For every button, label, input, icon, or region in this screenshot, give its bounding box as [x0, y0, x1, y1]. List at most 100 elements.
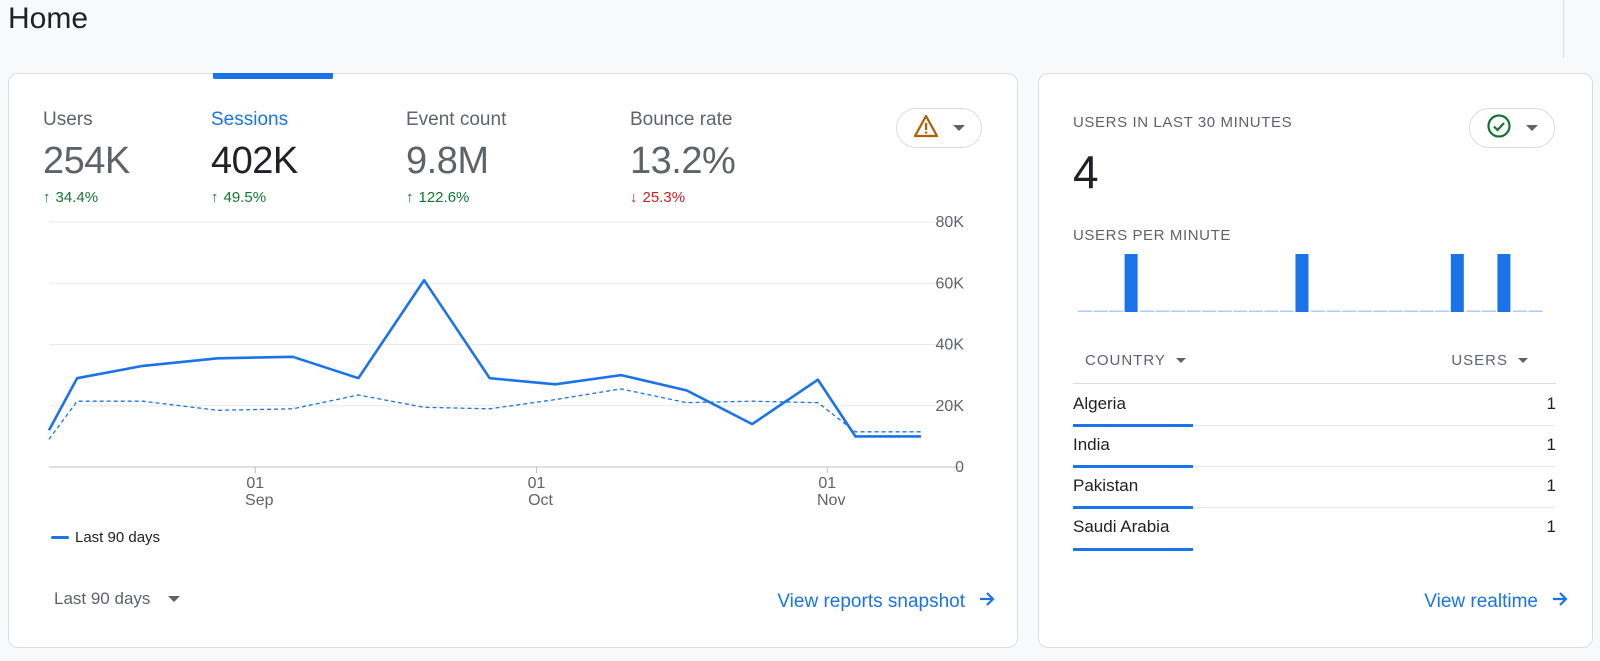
minute-bar	[1404, 310, 1419, 312]
y-tick-label: 40K	[936, 337, 965, 354]
minute-bar	[1155, 310, 1170, 312]
minute-bar	[1342, 310, 1357, 312]
minute-bar	[1450, 254, 1464, 312]
metric-label: Event count	[406, 109, 507, 130]
x-tick-day: 01	[528, 475, 546, 492]
metric-value: 254K	[43, 140, 130, 182]
minute-bar	[1109, 310, 1124, 312]
minute-bar	[1528, 310, 1543, 312]
sort-country-button[interactable]: COUNTRY	[1085, 352, 1186, 369]
country-name: Algeria	[1073, 394, 1126, 413]
arrow-down-icon: ↓	[630, 189, 638, 206]
minute-bar	[1279, 310, 1294, 312]
y-tick-label: 80K	[936, 214, 965, 231]
table-row: Pakistan 1	[1073, 467, 1556, 509]
table-row: Algeria 1	[1073, 385, 1556, 427]
minute-bar	[1186, 310, 1201, 312]
y-tick-label: 20K	[936, 398, 965, 415]
date-range-dropdown[interactable]: Last 90 days	[54, 589, 181, 609]
metric-change: ↑ 122.6%	[406, 188, 506, 208]
metric-change-value: 25.3%	[642, 189, 686, 206]
x-tick-month: Nov	[817, 492, 845, 509]
metric-bounce-rate[interactable]: Bounce rate 13.2% ↓ 25.3%	[630, 108, 736, 208]
users-per-minute-heading: USERS PER MINUTE	[1073, 227, 1231, 244]
minute-bar	[1171, 310, 1186, 312]
page-title: Home	[8, 2, 89, 35]
insights-alert-button[interactable]	[896, 108, 982, 148]
metric-value: 9.8M	[406, 140, 489, 182]
x-tick-month: Sep	[245, 492, 274, 509]
metric-value: 13.2%	[630, 140, 736, 182]
y-tick-label: 60K	[936, 275, 965, 292]
column-header-country: COUNTRY	[1085, 352, 1166, 369]
legend-swatch	[51, 536, 69, 539]
minute-bar	[1140, 310, 1155, 312]
minute-bar	[1264, 310, 1279, 312]
row-share-bar	[1073, 506, 1193, 509]
country-users: 1	[1546, 435, 1556, 454]
x-tick-month: Oct	[528, 492, 553, 509]
metric-event-count[interactable]: Event count 9.8M ↑ 122.6%	[406, 108, 506, 208]
metric-sessions[interactable]: Sessions 402K ↑ 49.5%	[211, 108, 298, 208]
current-series-line	[47, 278, 921, 438]
minute-bar	[1217, 310, 1232, 312]
minute-bar	[1497, 254, 1511, 312]
minute-bar	[1419, 310, 1434, 312]
minute-bar	[1295, 254, 1309, 312]
metric-label: Users	[43, 109, 93, 130]
minute-bar	[1435, 310, 1450, 312]
metric-change: ↑ 49.5%	[211, 188, 298, 208]
date-range-label: Last 90 days	[54, 589, 151, 608]
country-users: 1	[1546, 394, 1556, 413]
country-name: Saudi Arabia	[1073, 517, 1170, 536]
metric-users[interactable]: Users 254K ↑ 34.4%	[43, 108, 130, 208]
country-table-header: COUNTRY USERS	[1073, 344, 1556, 384]
users-per-minute-bar-chart	[1078, 254, 1543, 312]
metric-label: Bounce rate	[630, 109, 733, 130]
y-tick-label: 0	[955, 459, 964, 476]
minute-bar	[1124, 254, 1138, 312]
metric-change-value: 49.5%	[223, 189, 267, 206]
metric-label: Sessions	[211, 109, 289, 130]
check-circle-icon	[1486, 113, 1512, 144]
view-realtime-link[interactable]: View realtime	[1424, 589, 1570, 615]
link-label: View reports snapshot	[777, 591, 965, 612]
country-users: 1	[1546, 476, 1556, 495]
view-reports-snapshot-link[interactable]: View reports snapshot	[777, 589, 997, 615]
chevron-down-icon	[1175, 358, 1186, 363]
legend-label: Last 90 days	[75, 529, 161, 546]
minute-bar	[1078, 310, 1093, 312]
minute-bar	[1388, 310, 1403, 312]
realtime-status-button[interactable]	[1469, 108, 1555, 148]
minute-bar	[1373, 310, 1388, 312]
minute-bar	[1512, 310, 1527, 312]
sort-users-button[interactable]: USERS	[1451, 352, 1528, 369]
chevron-down-icon	[168, 596, 181, 602]
column-header-users: USERS	[1451, 352, 1508, 369]
metric-change: ↓ 25.3%	[630, 188, 735, 208]
chart-legend: Last 90 days	[51, 529, 160, 546]
metric-change: ↑ 34.4%	[43, 188, 130, 208]
minute-bar	[1311, 310, 1326, 312]
minute-bar	[1326, 310, 1341, 312]
minute-bar	[1357, 310, 1372, 312]
metric-change-value: 34.4%	[55, 189, 99, 206]
minute-bar	[1481, 310, 1496, 312]
country-users: 1	[1546, 517, 1556, 536]
x-tick-day: 01	[246, 475, 264, 492]
x-tick-day: 01	[818, 475, 836, 492]
metric-change-value: 122.6%	[418, 189, 470, 206]
warning-triangle-icon	[913, 114, 939, 143]
comparison-series-line	[48, 388, 921, 440]
minute-bar	[1093, 310, 1108, 312]
active-tab-indicator	[213, 73, 333, 79]
minute-bar	[1233, 310, 1248, 312]
row-share-bar	[1073, 548, 1193, 551]
realtime-card: USERS IN LAST 30 MINUTES 4 USERS PER MIN…	[1038, 73, 1593, 648]
chevron-down-icon	[953, 125, 965, 131]
arrow-up-icon: ↑	[43, 189, 51, 206]
minute-bar	[1466, 310, 1481, 312]
row-share-bar	[1073, 424, 1193, 427]
arrow-right-icon	[1550, 589, 1570, 615]
